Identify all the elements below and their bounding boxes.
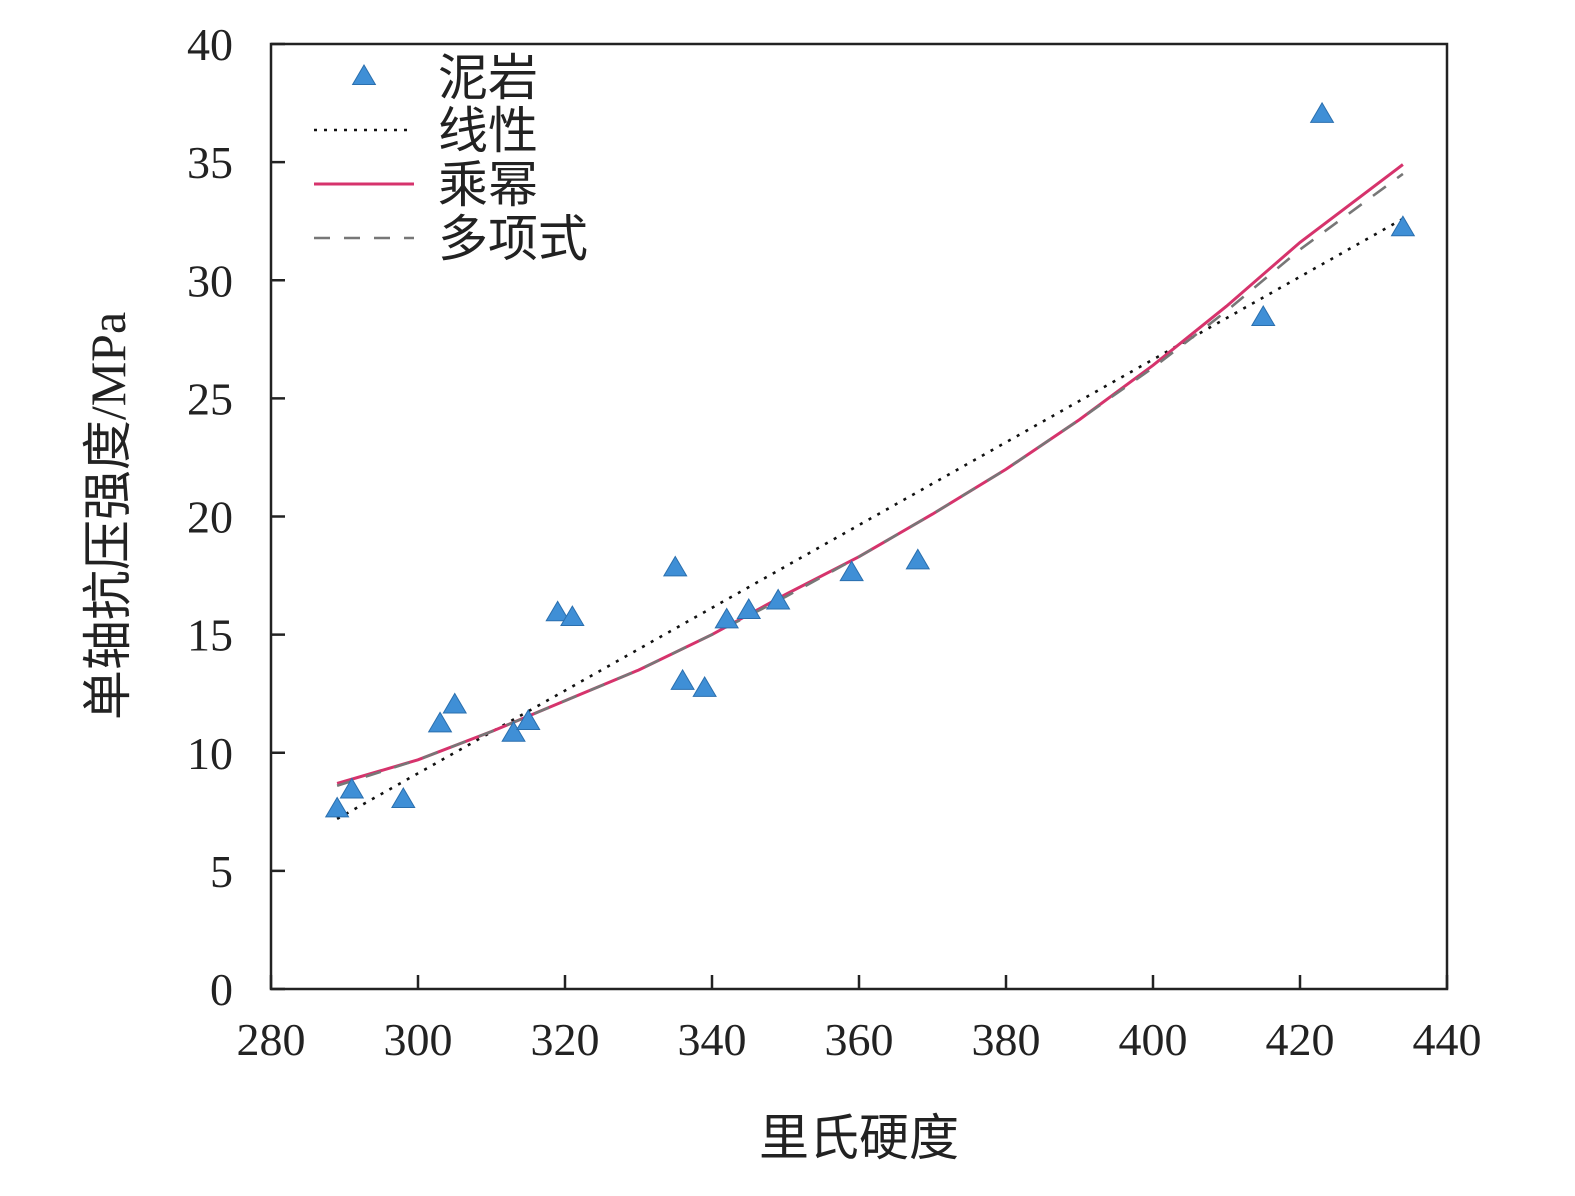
- data-point: [339, 777, 365, 799]
- y-tick-label: 5: [210, 846, 233, 897]
- x-tick-label: 340: [678, 1014, 747, 1065]
- data-point: [545, 600, 570, 622]
- x-tick-label: 380: [972, 1014, 1041, 1065]
- data-point: [714, 607, 739, 629]
- data-point: [662, 555, 688, 577]
- y-tick-label: 35: [187, 137, 233, 188]
- data-point: [839, 560, 864, 582]
- data-point: [692, 675, 717, 697]
- fit-lines: [336, 163, 1404, 821]
- x-tick-label: 280: [237, 1014, 306, 1065]
- x-tick-label: 300: [384, 1014, 453, 1065]
- x-tick-label: 440: [1413, 1014, 1482, 1065]
- data-point: [515, 709, 541, 730]
- x-tick-label: 360: [825, 1014, 894, 1065]
- data-point: [1390, 215, 1416, 237]
- data-point: [427, 711, 453, 733]
- y-tick-label: 25: [187, 373, 233, 424]
- data-points: [324, 101, 1416, 818]
- y-tick-label: 30: [187, 255, 233, 306]
- x-tick-label: 420: [1266, 1014, 1335, 1065]
- legend-label: 乘幂: [438, 157, 538, 213]
- y-tick-label: 40: [187, 19, 233, 70]
- data-point: [560, 605, 585, 627]
- data-point: [501, 720, 526, 742]
- data-point: [736, 598, 762, 619]
- data-point: [905, 548, 931, 570]
- legend-label: 泥岩: [438, 50, 538, 106]
- x-tick-label: 400: [1119, 1014, 1188, 1065]
- data-point: [391, 787, 416, 808]
- y-tick-label: 20: [187, 492, 233, 543]
- data-point: [765, 588, 791, 610]
- y-tick-label: 15: [187, 610, 233, 661]
- fit-line-dashed: [336, 172, 1404, 788]
- y-tick-label: 10: [187, 728, 233, 779]
- legend-marker: [351, 64, 377, 85]
- data-point: [1309, 101, 1335, 123]
- data-point: [324, 796, 350, 818]
- y-tick-label: 0: [210, 964, 233, 1015]
- data-point: [670, 668, 695, 690]
- axis-ticks: 280 300 320 340 360 380 400 420 440 0 5 10 15 20 25 30 3…: [187, 19, 1482, 1065]
- y-axis-title: 单轴抗压强度/MPa: [80, 312, 136, 720]
- x-axis-title: 里氏硬度: [759, 1110, 959, 1166]
- data-point: [1250, 305, 1276, 326]
- legend-label: 线性: [438, 103, 538, 159]
- legend-label: 多项式: [438, 211, 588, 267]
- data-point: [442, 692, 468, 714]
- x-tick-label: 320: [531, 1014, 600, 1065]
- fit-line-dotted: [336, 217, 1404, 821]
